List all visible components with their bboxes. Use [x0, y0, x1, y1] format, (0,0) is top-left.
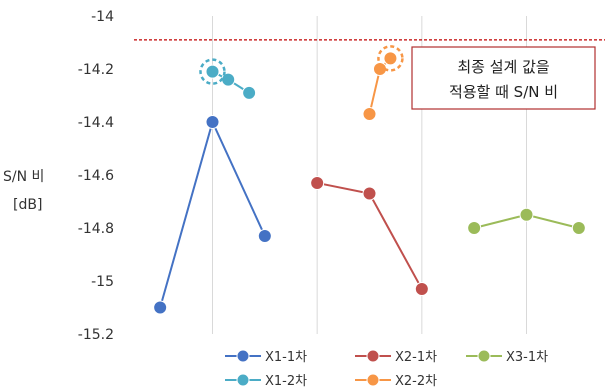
data-point-x1-1-0-3 [257, 228, 272, 243]
annotation-frame [411, 46, 596, 110]
data-point-x3-1-2-2 [519, 207, 534, 222]
data-point-x3-1-2-3 [571, 221, 586, 235]
y-tick-label-2: -14.2 [78, 62, 114, 78]
data-point-x1-2-3-3 [242, 85, 257, 100]
y-tick-label-3: -14.4 [78, 115, 114, 131]
highlight-markers [199, 45, 404, 85]
y-tick-label-7: -15.2 [78, 327, 114, 343]
data-point-x2-1-1-2 [362, 186, 377, 201]
legend-label-3: X3-1차 [506, 350, 548, 365]
annotation-line-2: 적용할 때 S/N 비 [449, 83, 558, 101]
annotation-box: 최종 설계 값을 적용할 때 S/N 비 [411, 46, 596, 110]
legend-label-2: X2-1차 [395, 350, 437, 365]
series-lines [153, 51, 586, 315]
legend-swatch-marker-2 [366, 349, 380, 363]
data-point-x1-1-0-1 [153, 300, 168, 315]
y-axis-label-line-1: S/N 비 [3, 169, 44, 185]
legend: X1-1차 X2-1차 X3-1차 X1-2차 X2-2차 [225, 349, 548, 389]
y-axis-tick-labels: -14 -14.2 -14.4 -14.6 -14.8 -15 -15.2 [78, 9, 114, 343]
data-point-x2-2-4-3 [383, 51, 398, 66]
y-axis-label-line-2: [dB] [13, 197, 42, 213]
data-point-x2-1-1-3 [414, 281, 429, 296]
legend-label-1: X1-1차 [265, 350, 307, 365]
y-tick-label-1: -14 [91, 9, 114, 25]
highlight-ring-1 [199, 58, 226, 85]
legend-swatch-marker-5 [366, 373, 380, 387]
y-tick-label-6: -15 [91, 274, 114, 290]
data-point-x1-1-0-2 [205, 115, 220, 129]
highlight-ring-2 [377, 45, 404, 72]
data-point-x2-1-1-1 [310, 175, 325, 190]
legend-swatch-marker-3 [477, 349, 491, 363]
y-tick-label-4: -14.6 [78, 168, 114, 184]
data-point-x1-2-3-1 [205, 64, 220, 79]
data-point-x3-1-2-1 [467, 221, 482, 235]
y-tick-label-5: -14.8 [78, 221, 114, 237]
data-point-x2-2-4-1 [362, 107, 377, 122]
legend-label-5: X2-2차 [395, 374, 437, 389]
legend-swatch-marker-4 [236, 373, 250, 387]
annotation-line-1: 최종 설계 값을 [457, 58, 549, 76]
legend-label-4: X1-2차 [265, 374, 307, 389]
legend-swatch-marker-1 [236, 349, 250, 363]
